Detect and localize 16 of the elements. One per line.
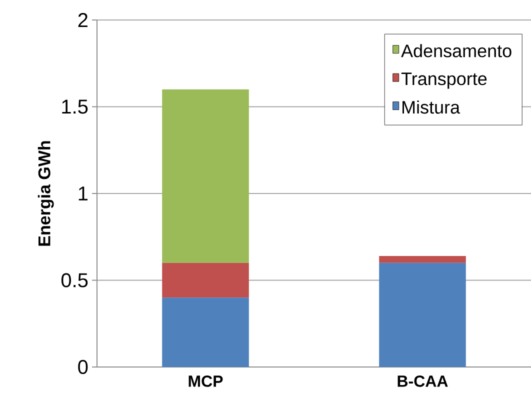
y-tick-label: 0.5 xyxy=(61,273,88,288)
bar xyxy=(379,262,466,367)
x-tick-label: B-CAA xyxy=(398,376,448,387)
y-tick-label: 2 xyxy=(78,13,88,27)
y-tick-label: 0 xyxy=(78,360,88,374)
bar xyxy=(162,298,249,367)
legend-label: Adensamento xyxy=(401,44,512,58)
y-tick-label: 1.5 xyxy=(62,100,88,114)
bar xyxy=(379,256,466,263)
x-tick-label: MCP xyxy=(188,376,223,387)
legend-label: Transporte xyxy=(401,72,487,89)
y-axis-title: Energia GWh xyxy=(38,141,54,246)
legend-label: Mistura xyxy=(402,100,460,114)
y-tick-label: 1 xyxy=(78,186,88,200)
bar xyxy=(162,89,249,263)
bar xyxy=(162,262,249,298)
